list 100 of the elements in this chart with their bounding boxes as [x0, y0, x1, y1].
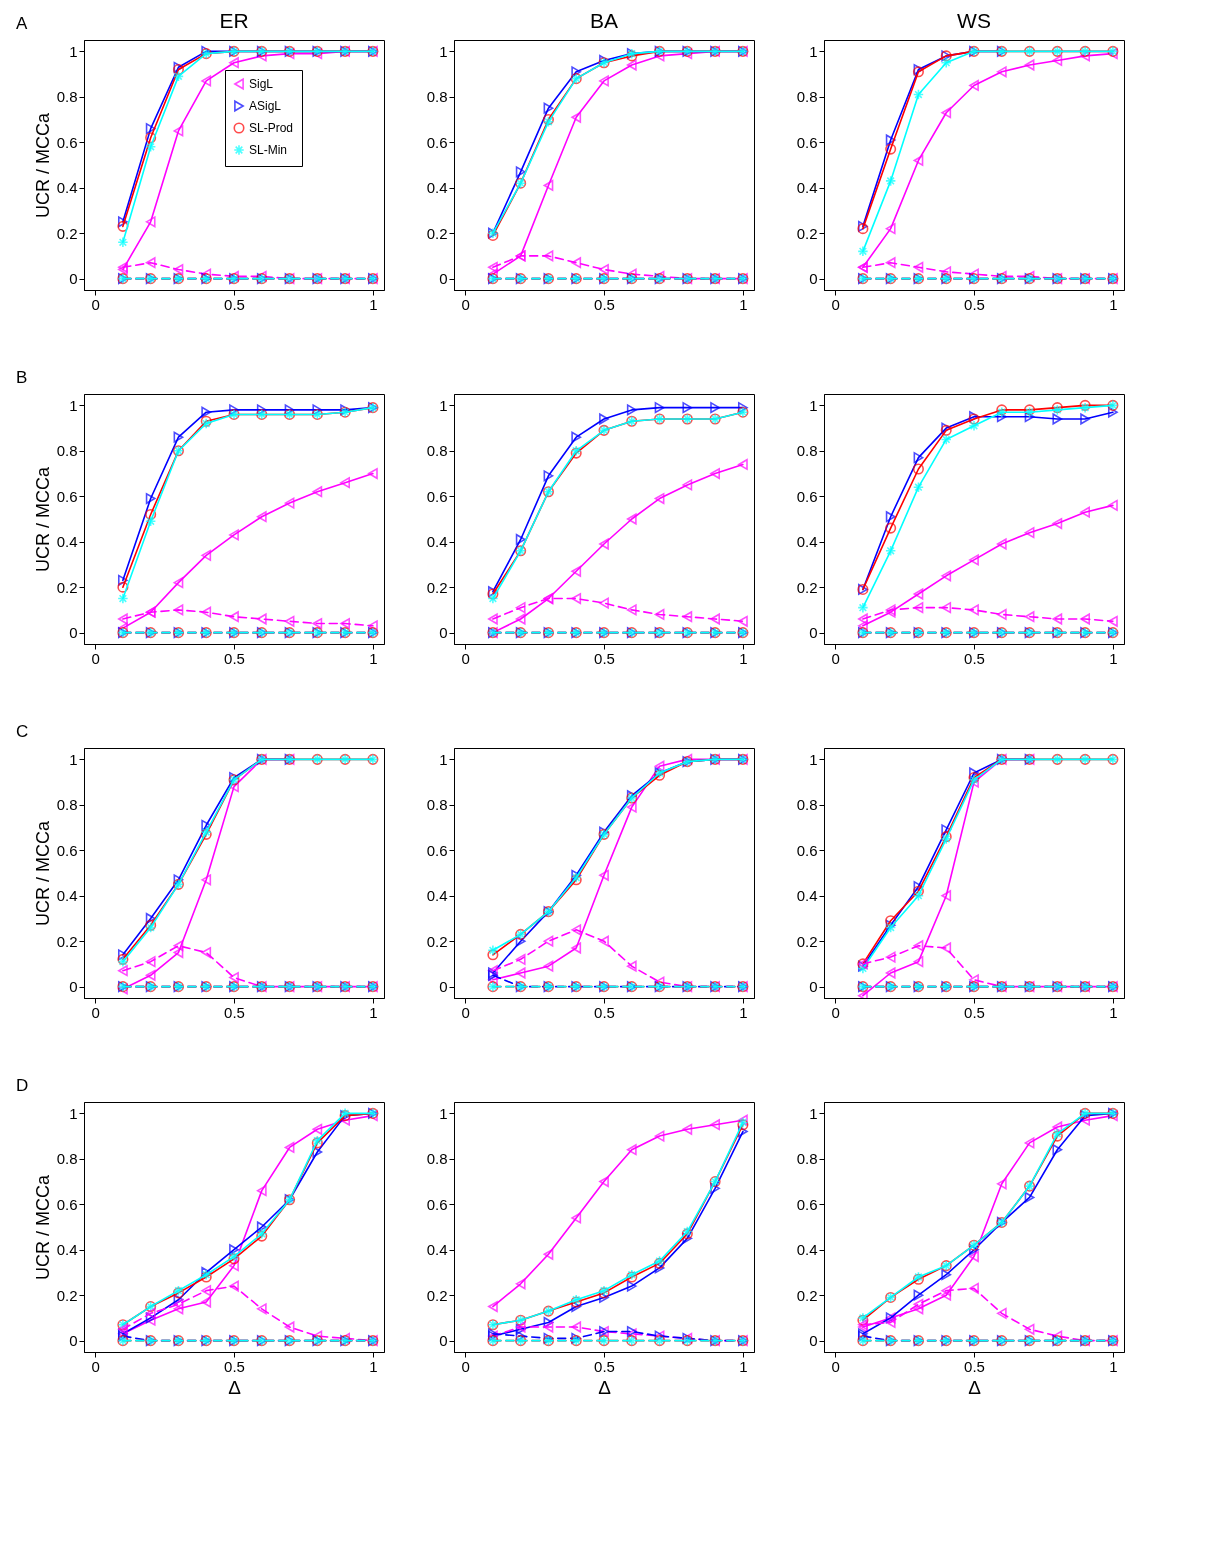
x-tick-label: 0.5: [594, 649, 615, 667]
y-tick-label: 0.4: [426, 533, 448, 551]
y-tick-label: 1: [69, 750, 78, 768]
x-tick-label: 1: [369, 1003, 378, 1021]
x-tick-label: 0: [91, 649, 100, 667]
y-tick-label: 0.2: [426, 1286, 448, 1304]
y-axis-title: UCR / MCCa: [32, 466, 53, 573]
x-tick-label: 0: [91, 1003, 100, 1021]
y-tick-label: 1: [69, 1104, 78, 1122]
y-tick-label: 0.6: [426, 133, 448, 151]
y-tick-label: 1: [809, 42, 818, 60]
y-tick-label: 0.6: [796, 133, 818, 151]
y-tick-label: 0.4: [426, 887, 448, 905]
y-tick-label: 0.6: [796, 487, 818, 505]
y-tick-label: 0.2: [56, 932, 78, 950]
y-tick-label: 0: [69, 1332, 78, 1350]
x-tick-label: 0: [91, 1357, 100, 1375]
y-tick-label: 0.8: [796, 796, 818, 814]
x-tick-label: 0.5: [964, 1357, 985, 1375]
y-tick-label: 0.8: [56, 796, 78, 814]
y-tick-label: 0.2: [426, 224, 448, 242]
y-tick-label: 0.4: [56, 1241, 78, 1259]
x-tick-label: 0: [461, 1003, 470, 1021]
y-tick-label: 0: [439, 978, 448, 996]
y-tick-label: 1: [439, 42, 448, 60]
y-tick-label: 0: [69, 624, 78, 642]
chart-title: ER: [219, 9, 249, 32]
y-tick-label: 0.4: [796, 887, 818, 905]
y-tick-label: 1: [809, 1104, 818, 1122]
x-tick-label: 0.5: [224, 295, 245, 313]
y-tick-label: 0.2: [796, 224, 818, 242]
x-tick-label: 0: [91, 295, 100, 313]
x-tick-label: 1: [369, 295, 378, 313]
legend-label: SigL: [249, 77, 274, 91]
y-tick-label: 0.8: [426, 88, 448, 106]
text: B: [16, 368, 28, 387]
x-tick-label: 0.5: [224, 649, 245, 667]
x-tick-label: 0.5: [224, 1357, 245, 1375]
x-tick-label: 0: [831, 1357, 840, 1375]
x-tick-label: 0: [831, 1003, 840, 1021]
y-tick-label: 0.8: [56, 88, 78, 106]
legend-label: SL-Min: [249, 143, 288, 157]
x-tick-label: 1: [739, 1003, 748, 1021]
x-tick-label: 1: [1109, 649, 1118, 667]
y-tick-label: 0: [809, 270, 818, 288]
x-tick-label: 0: [831, 295, 840, 313]
text: A: [16, 14, 28, 33]
x-tick-label: 1: [369, 649, 378, 667]
y-tick-label: 0.2: [796, 1286, 818, 1304]
x-tick-label: 0: [461, 649, 470, 667]
x-axis-title: Δ: [228, 1376, 242, 1398]
x-tick-label: 0.5: [594, 295, 615, 313]
y-tick-label: 0: [809, 1332, 818, 1350]
text: D: [16, 1076, 29, 1095]
x-tick-label: 0.5: [964, 649, 985, 667]
y-tick-label: 0.8: [56, 1150, 78, 1168]
y-axis-title: UCR / MCCa: [32, 1174, 53, 1281]
y-tick-label: 0.4: [426, 1241, 448, 1259]
y-tick-label: 0: [809, 624, 818, 642]
y-tick-label: 1: [439, 396, 448, 414]
x-tick-label: 0.5: [594, 1357, 615, 1375]
y-tick-label: 0: [439, 1332, 448, 1350]
y-tick-label: 0: [69, 270, 78, 288]
y-tick-label: 0.4: [796, 179, 818, 197]
x-tick-label: 0.5: [964, 1003, 985, 1021]
y-axis-title: UCR / MCCa: [32, 112, 53, 219]
y-tick-label: 1: [439, 750, 448, 768]
y-tick-label: 0.6: [56, 1195, 78, 1213]
y-tick-label: 0.2: [56, 578, 78, 596]
y-tick-label: 0: [69, 978, 78, 996]
x-tick-label: 0.5: [594, 1003, 615, 1021]
chart-title: WS: [957, 9, 991, 32]
y-tick-label: 1: [439, 1104, 448, 1122]
y-tick-label: 0: [439, 270, 448, 288]
legend-label: SL-Prod: [249, 121, 294, 135]
y-tick-label: 1: [809, 750, 818, 768]
x-tick-label: 1: [739, 1357, 748, 1375]
y-tick-label: 0.6: [56, 487, 78, 505]
y-tick-label: 0.2: [426, 932, 448, 950]
x-tick-label: 0: [461, 1357, 470, 1375]
x-tick-label: 1: [369, 1357, 378, 1375]
y-tick-label: 0.4: [56, 533, 78, 551]
x-tick-label: 0: [461, 295, 470, 313]
y-tick-label: 0.8: [796, 88, 818, 106]
chart-title: BA: [589, 9, 619, 32]
y-tick-label: 0.6: [56, 841, 78, 859]
y-tick-label: 0.8: [796, 1150, 818, 1168]
legend-label: ASigL: [249, 99, 282, 113]
y-tick-label: 0.6: [426, 841, 448, 859]
x-axis-title: Δ: [968, 1376, 982, 1398]
y-tick-label: 0.6: [56, 133, 78, 151]
y-tick-label: 0.4: [56, 887, 78, 905]
y-axis-title: UCR / MCCa: [32, 820, 53, 927]
y-tick-label: 0.8: [426, 796, 448, 814]
y-tick-label: 1: [69, 396, 78, 414]
x-tick-label: 1: [1109, 1357, 1118, 1375]
y-tick-label: 0.6: [796, 1195, 818, 1213]
y-tick-label: 0.8: [426, 442, 448, 460]
y-tick-label: 0: [439, 624, 448, 642]
y-tick-label: 0.6: [426, 1195, 448, 1213]
